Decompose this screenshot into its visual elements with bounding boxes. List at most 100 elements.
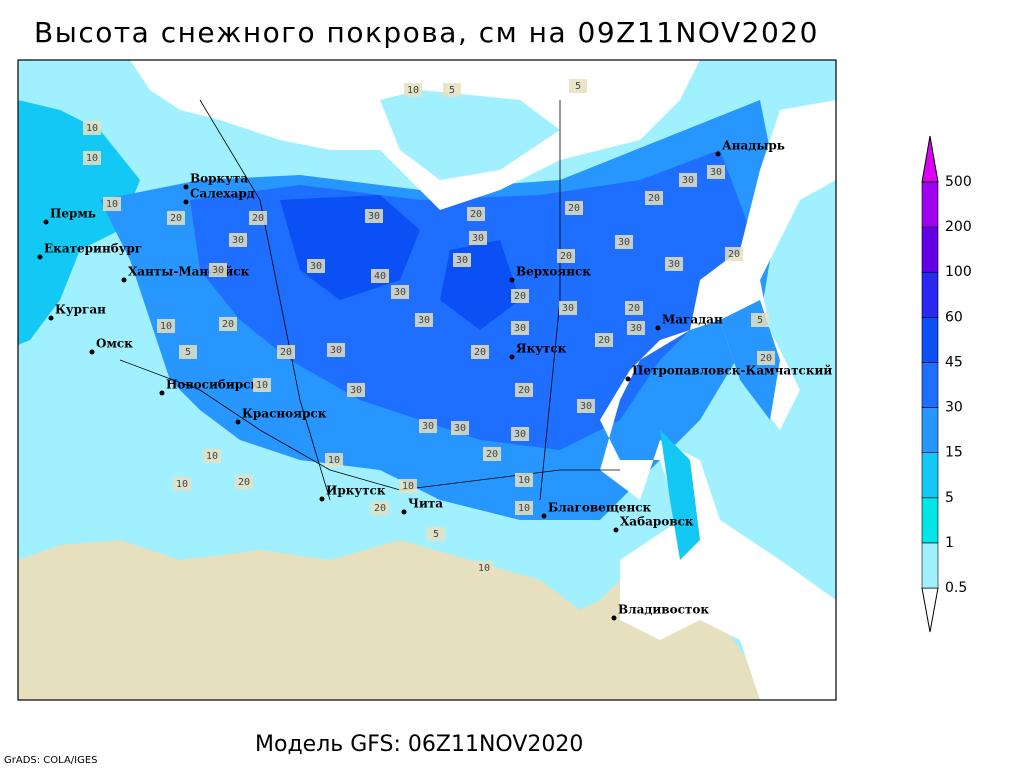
contour-label: 30 bbox=[668, 259, 680, 270]
contour-label-box bbox=[83, 151, 101, 165]
contour-label-box bbox=[179, 345, 197, 359]
contour-label: 10 bbox=[86, 153, 98, 164]
contour-label: 30 bbox=[562, 303, 574, 314]
contour-label-box bbox=[725, 247, 743, 261]
contour-label: 30 bbox=[514, 323, 526, 334]
contour-label-box bbox=[515, 383, 533, 397]
contour-label: 10 bbox=[478, 563, 490, 574]
city-dot bbox=[613, 527, 619, 533]
city-label: Владивосток bbox=[618, 603, 709, 617]
snow-west bbox=[18, 100, 140, 345]
contour-label: 30 bbox=[472, 233, 484, 244]
colorbar-box bbox=[921, 452, 939, 499]
contour-label: 5 bbox=[185, 347, 191, 358]
contour-label-box bbox=[253, 378, 271, 392]
city-label: Екатеринбург bbox=[44, 242, 142, 256]
contour-label-box bbox=[467, 207, 485, 221]
contour-label-box bbox=[427, 527, 445, 541]
colorbar-label: 30 bbox=[945, 400, 963, 416]
city-dot bbox=[509, 354, 515, 360]
contour-label: 20 bbox=[598, 335, 610, 346]
contour-label-box bbox=[451, 421, 469, 435]
contour-label: 30 bbox=[682, 175, 694, 186]
city-label: Хабаровск bbox=[620, 515, 694, 529]
contour-label-box bbox=[595, 333, 613, 347]
contour-label: 10 bbox=[176, 479, 188, 490]
contour-label: 30 bbox=[456, 255, 468, 266]
contour-label: 30 bbox=[310, 261, 322, 272]
arctic-ice bbox=[380, 90, 560, 180]
city-label: Якутск bbox=[516, 342, 567, 356]
city-dot bbox=[655, 325, 661, 331]
city-label: Салехард bbox=[190, 187, 255, 201]
city-label: Ханты-Мансийск bbox=[128, 265, 250, 279]
colorbar-low bbox=[921, 587, 939, 633]
contour-label-box bbox=[399, 479, 417, 493]
contour-label-box bbox=[235, 475, 253, 489]
city-dot bbox=[715, 151, 721, 157]
contour-label: 30 bbox=[710, 167, 722, 178]
contour-label-box bbox=[627, 321, 645, 335]
contour-label-box bbox=[327, 343, 345, 357]
contour-label: 20 bbox=[222, 319, 234, 330]
contour-label-box bbox=[665, 257, 683, 271]
map-frame bbox=[17, 59, 837, 701]
contour-label-box bbox=[209, 263, 227, 277]
city-dot bbox=[43, 219, 49, 225]
contour-label: 30 bbox=[212, 265, 224, 276]
city-label: Чита bbox=[408, 497, 443, 511]
contour-label: 5 bbox=[449, 85, 455, 96]
city-dot bbox=[509, 277, 515, 283]
colorbar-label: 45 bbox=[945, 354, 963, 370]
colorbar-box bbox=[921, 407, 939, 453]
contour-label-box bbox=[365, 209, 383, 223]
contour-label-box bbox=[219, 317, 237, 331]
contour-label: 30 bbox=[630, 323, 642, 334]
contour-label-box bbox=[751, 313, 769, 327]
model-label: Модель GFS: 06Z11NOV2020 bbox=[255, 732, 583, 757]
city-dot bbox=[89, 349, 95, 355]
contour-label-box bbox=[515, 501, 533, 515]
contour-label: 30 bbox=[232, 235, 244, 246]
contour-label: 10 bbox=[206, 451, 218, 462]
contour-label: 10 bbox=[518, 475, 530, 486]
contour-labels: 10 5 5 10 10 10 20 30 20 30 20 30 20 20 30 30 30 40 20 30 30… bbox=[83, 79, 775, 575]
city-label: Петропавловск-Камчатский bbox=[632, 364, 832, 378]
contour-label-box bbox=[453, 253, 471, 267]
contour-label-box bbox=[559, 301, 577, 315]
contour-label: 10 bbox=[256, 380, 268, 391]
colorbar-box bbox=[921, 317, 939, 363]
contour-label: 20 bbox=[728, 249, 740, 260]
contour-label-box bbox=[511, 289, 529, 303]
map-area bbox=[18, 60, 836, 700]
contour-label-box bbox=[625, 301, 643, 315]
contour-label-box bbox=[103, 197, 121, 211]
city-label: Курган bbox=[55, 303, 106, 317]
contour-label-box bbox=[443, 83, 461, 97]
city-label: Воркута bbox=[190, 172, 248, 186]
contour-label: 10 bbox=[86, 123, 98, 134]
contour-label-box bbox=[371, 269, 389, 283]
credit: GrADS: COLA/IGES bbox=[4, 755, 98, 766]
contour-label: 20 bbox=[518, 385, 530, 396]
contour-label-box bbox=[249, 211, 267, 225]
contour-label: 30 bbox=[350, 385, 362, 396]
colorbar-label: 500 bbox=[945, 174, 972, 190]
contour-label: 10 bbox=[106, 199, 118, 210]
city-dot bbox=[401, 509, 407, 515]
city-label: Благовещенск bbox=[548, 501, 652, 515]
contour-label: 10 bbox=[402, 481, 414, 492]
contour-label-box bbox=[469, 231, 487, 245]
contour-label-box bbox=[173, 477, 191, 491]
colorbar-label: 0.5 bbox=[945, 580, 967, 596]
contour-label: 40 bbox=[374, 271, 386, 282]
contour-label-box bbox=[511, 427, 529, 441]
city-label: Новосибирск bbox=[166, 378, 259, 392]
city-label: Магадан bbox=[662, 313, 723, 327]
colorbar-label: 15 bbox=[945, 445, 963, 461]
contour-label-box bbox=[577, 399, 595, 413]
contour-label: 20 bbox=[474, 347, 486, 358]
